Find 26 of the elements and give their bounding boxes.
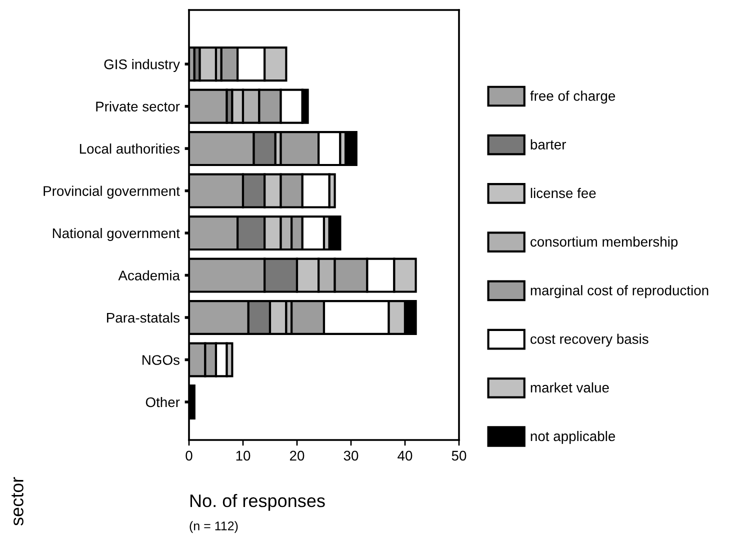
x-axis-title: No. of responses	[190, 494, 325, 511]
legend-label: marginal cost of reproduction	[530, 285, 708, 298]
x-tick-label: 20	[290, 450, 304, 461]
legend-label: not applicable	[530, 430, 616, 444]
y-tick-label: Private sector	[96, 101, 180, 112]
legend-label: cost recovery basis	[530, 334, 648, 347]
y-tick-label: Para-statals	[107, 312, 180, 323]
legend-label: license fee	[530, 188, 596, 198]
legend-label: market value	[530, 382, 609, 393]
y-tick-label: Local authorities	[80, 144, 180, 154]
x-tick-label: 0	[186, 450, 192, 461]
legend-label: barter	[530, 139, 566, 150]
x-tick-label: 30	[344, 450, 358, 461]
text: (n = 112)	[190, 521, 238, 533]
y-tick-label: Academia	[118, 270, 180, 280]
x-tick-label: 50	[452, 450, 466, 461]
y-tick-label: Other	[146, 396, 180, 408]
legend-label: free of charge	[530, 90, 616, 104]
y-tick-label: NGOs	[142, 355, 180, 365]
y-axis-title: sector	[12, 477, 24, 526]
y-tick-label: GIS industry	[104, 59, 180, 72]
x-tick-label: 10	[236, 450, 250, 461]
legend-label: consortium membership	[530, 236, 678, 250]
y-tick-label: National government	[52, 228, 180, 241]
y-tick-label: Provincial government	[44, 186, 180, 199]
x-tick-label: 40	[398, 450, 412, 461]
